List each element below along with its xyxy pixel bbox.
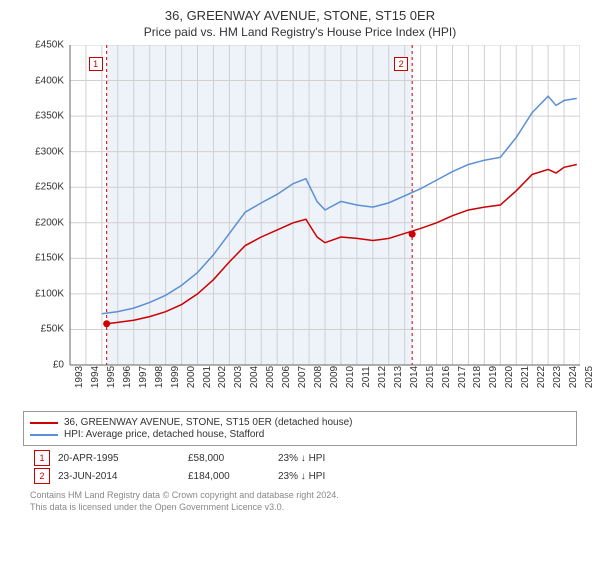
chart-title: 36, GREENWAY AVENUE, STONE, ST15 0ER xyxy=(0,8,600,23)
transactions: 1 20-APR-1995£58,00023% ↓ HPI 2 23-JUN-2014… xyxy=(0,450,600,484)
x-axis-tick: 2016 xyxy=(441,366,452,388)
x-axis-tick: 2024 xyxy=(568,366,579,388)
legend-item: 36, GREENWAY AVENUE, STONE, ST15 0ER (de… xyxy=(30,417,570,428)
x-axis-tick: 2017 xyxy=(457,366,468,388)
y-axis-tick: £400K xyxy=(20,75,64,86)
transaction-delta: 23% ↓ HPI xyxy=(278,471,398,482)
x-axis-tick: 2000 xyxy=(186,366,197,388)
x-axis-tick: 1997 xyxy=(138,366,149,388)
x-axis-tick: 2013 xyxy=(393,366,404,388)
transaction-delta: 23% ↓ HPI xyxy=(278,453,398,464)
y-axis-tick: £50K xyxy=(20,324,64,335)
x-axis-tick: 2022 xyxy=(536,366,547,388)
x-axis-tick: 2005 xyxy=(265,366,276,388)
transaction-row: 1 20-APR-1995£58,00023% ↓ HPI xyxy=(30,450,570,466)
x-axis-tick: 2012 xyxy=(377,366,388,388)
x-axis-tick: 2014 xyxy=(409,366,420,388)
x-axis-tick: 1994 xyxy=(90,366,101,388)
chart-subtitle: Price paid vs. HM Land Registry's House … xyxy=(0,25,600,39)
x-axis-tick: 2019 xyxy=(488,366,499,388)
y-axis-tick: £350K xyxy=(20,111,64,122)
x-axis-tick: 2018 xyxy=(472,366,483,388)
footer-line1: Contains HM Land Registry data © Crown c… xyxy=(30,490,570,502)
x-axis-tick: 2006 xyxy=(281,366,292,388)
legend-swatch xyxy=(30,434,58,436)
x-axis-tick: 2001 xyxy=(202,366,213,388)
legend-label: 36, GREENWAY AVENUE, STONE, ST15 0ER (de… xyxy=(64,417,352,428)
x-axis-tick: 2009 xyxy=(329,366,340,388)
x-axis-tick: 2010 xyxy=(345,366,356,388)
transaction-date: 23-JUN-2014 xyxy=(58,471,188,482)
legend-label: HPI: Average price, detached house, Staf… xyxy=(64,429,264,440)
x-axis-tick: 1993 xyxy=(74,366,85,388)
y-axis-tick: £150K xyxy=(20,253,64,264)
x-axis-tick: 2023 xyxy=(552,366,563,388)
legend-swatch xyxy=(30,422,58,424)
transaction-price: £58,000 xyxy=(188,453,278,464)
x-axis-tick: 2003 xyxy=(233,366,244,388)
y-axis-tick: £250K xyxy=(20,182,64,193)
transaction-price: £184,000 xyxy=(188,471,278,482)
chart-marker-1: 1 xyxy=(89,57,103,71)
footer-line2: This data is licensed under the Open Gov… xyxy=(30,502,570,514)
x-axis-tick: 2015 xyxy=(425,366,436,388)
x-axis-tick: 1996 xyxy=(122,366,133,388)
chart-svg xyxy=(20,45,580,405)
y-axis-tick: £100K xyxy=(20,288,64,299)
transaction-row: 2 23-JUN-2014£184,00023% ↓ HPI xyxy=(30,468,570,484)
y-axis-tick: £300K xyxy=(20,146,64,157)
x-axis-tick: 2025 xyxy=(584,366,595,388)
y-axis-tick: £200K xyxy=(20,217,64,228)
y-axis-tick: £450K xyxy=(20,40,64,51)
transaction-marker: 2 xyxy=(34,468,50,484)
x-axis-tick: 2007 xyxy=(297,366,308,388)
x-axis-tick: 2004 xyxy=(249,366,260,388)
x-axis-tick: 2002 xyxy=(217,366,228,388)
x-axis-tick: 1999 xyxy=(170,366,181,388)
transaction-marker: 1 xyxy=(34,450,50,466)
x-axis-tick: 2011 xyxy=(361,366,372,388)
chart-area: £0 £50K £100K £150K £200K £250K £300K £350K £400… xyxy=(20,45,580,405)
y-axis-tick: £0 xyxy=(20,360,64,371)
transaction-date: 20-APR-1995 xyxy=(58,453,188,464)
legend-item: HPI: Average price, detached house, Staf… xyxy=(30,429,570,440)
x-axis-tick: 1995 xyxy=(106,366,117,388)
x-axis-tick: 2008 xyxy=(313,366,324,388)
footer: Contains HM Land Registry data © Crown c… xyxy=(30,490,570,513)
legend: 36, GREENWAY AVENUE, STONE, ST15 0ER (de… xyxy=(23,411,577,446)
x-axis-tick: 2020 xyxy=(504,366,515,388)
x-axis-tick: 1998 xyxy=(154,366,165,388)
chart-marker-2: 2 xyxy=(394,57,408,71)
x-axis-tick: 2021 xyxy=(520,366,531,388)
